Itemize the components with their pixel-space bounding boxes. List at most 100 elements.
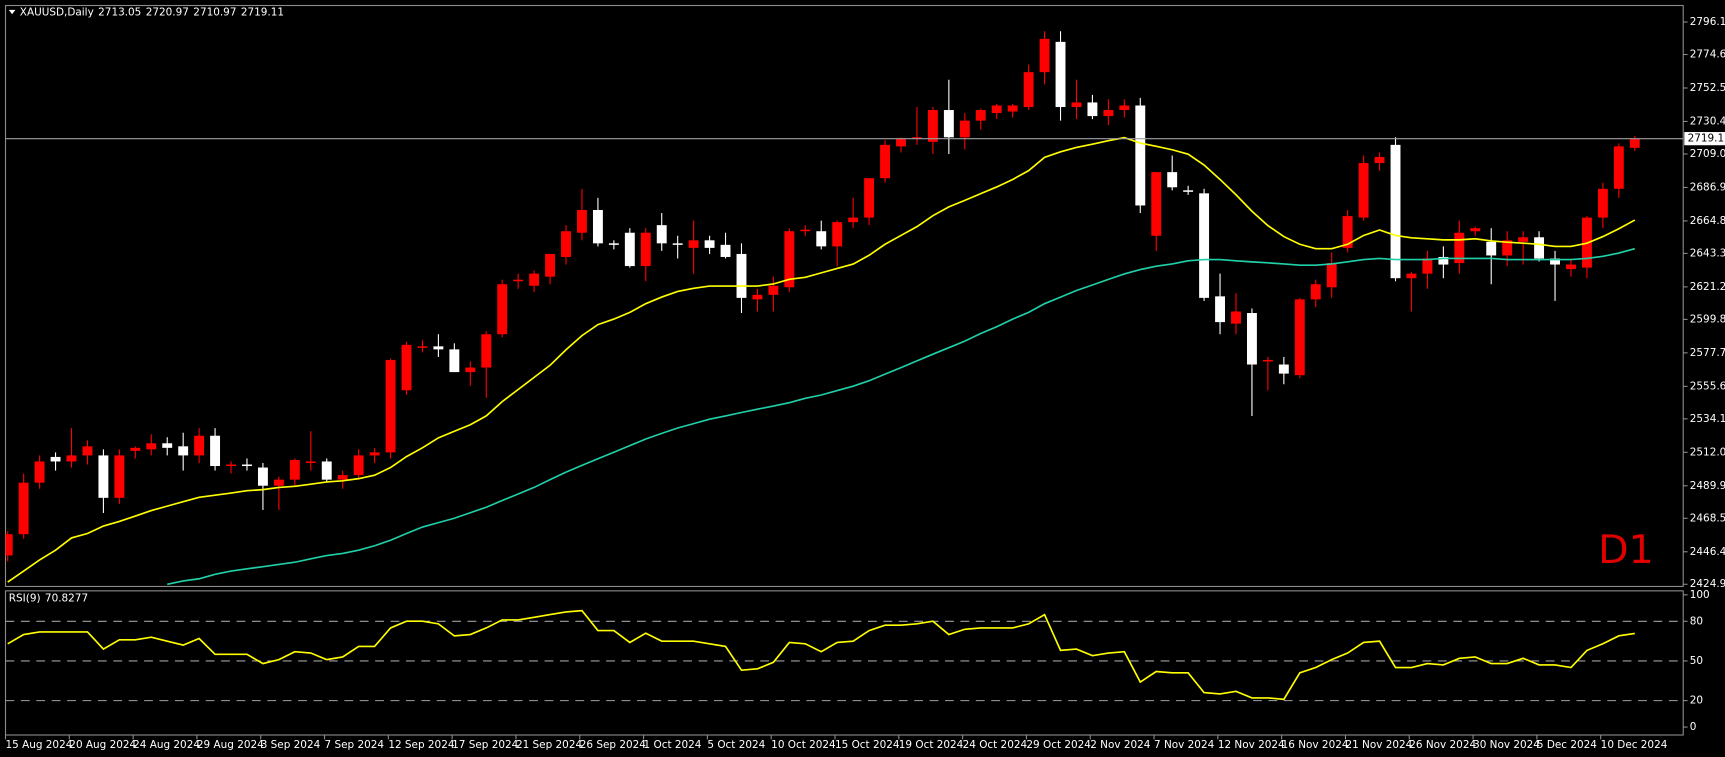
x-tick-label: 26 Sep 2024 — [580, 739, 647, 751]
y-tick-label: 0 — [1690, 721, 1697, 733]
candle-body — [337, 475, 348, 480]
candle-body — [1390, 144, 1401, 279]
candle-body — [50, 456, 61, 462]
candle-body — [130, 447, 141, 451]
candle-body — [481, 334, 492, 368]
candle-body — [624, 232, 635, 267]
candle-body — [321, 461, 332, 480]
candle-body — [1613, 146, 1624, 189]
price-plot — [5, 31, 1684, 586]
candle-body — [816, 231, 827, 247]
candle-body — [688, 240, 699, 248]
rsi-header: RSI(9) 70.8277 — [9, 593, 88, 605]
candle-body — [704, 240, 715, 248]
x-tick-label: 16 Nov 2024 — [1282, 739, 1349, 751]
candle-body — [736, 253, 747, 298]
x-tick-label: 5 Dec 2024 — [1537, 739, 1597, 751]
candle-body — [353, 455, 364, 476]
candle-body — [1215, 296, 1225, 323]
candle-body — [656, 225, 667, 244]
y-tick-label: 50 — [1690, 655, 1703, 667]
candle-body — [242, 464, 252, 467]
candle-body — [1087, 102, 1098, 117]
x-tick-label: 17 Sep 2024 — [452, 739, 519, 751]
candle-body — [226, 464, 236, 467]
candle-body — [912, 137, 922, 139]
x-tick-label: 24 Oct 2024 — [963, 739, 1028, 751]
moving-average — [167, 247, 1636, 586]
current-price-label: 2719.11 — [1688, 133, 1725, 145]
candle-body — [545, 253, 556, 277]
candle-body — [1550, 258, 1560, 265]
candle-body — [1534, 237, 1545, 259]
timeframe-label: D1 — [1598, 527, 1654, 573]
x-tick-label: 5 Oct 2024 — [707, 739, 765, 751]
candle-body — [1151, 172, 1162, 236]
candle-body — [927, 110, 938, 142]
x-tick-label: 19 Oct 2024 — [899, 739, 964, 751]
x-tick-label: 10 Oct 2024 — [771, 739, 836, 751]
candle-body — [305, 461, 316, 463]
candle-body — [577, 210, 587, 233]
close-value: 2719.11 — [241, 7, 284, 19]
candle-body — [273, 479, 284, 486]
candle-body — [1406, 273, 1417, 279]
candle-body — [1199, 193, 1210, 298]
candle-body — [1566, 264, 1576, 270]
y-tick-label: 2752.55 — [1690, 82, 1725, 94]
candle-body — [513, 279, 524, 282]
candle-body — [369, 452, 380, 456]
y-tick-label: 2643.35 — [1690, 247, 1725, 259]
candle-body — [82, 446, 93, 456]
candle-body — [1023, 72, 1034, 107]
candle-body — [529, 273, 540, 286]
candle-body — [752, 294, 763, 300]
y-tick-label: 100 — [1690, 589, 1710, 601]
candle-body — [1167, 172, 1178, 188]
candle-body — [465, 367, 476, 373]
x-tick-label: 10 Dec 2024 — [1601, 739, 1668, 751]
candle-body — [1246, 313, 1257, 365]
y-tick-label: 2730.45 — [1690, 115, 1725, 127]
axes: 2796.10 2774.65 2752.55 2730.45 2709.00 2686.… — [4, 16, 1725, 751]
y-tick-label: 80 — [1690, 615, 1703, 627]
candle-body — [1438, 256, 1449, 265]
y-tick-label: 2621.25 — [1690, 281, 1725, 293]
rsi-panel — [4, 590, 1684, 736]
x-tick-label: 3 Sep 2024 — [261, 739, 321, 751]
candle-body — [880, 144, 891, 179]
current-price-box — [1684, 132, 1725, 146]
candle-body — [896, 138, 906, 147]
x-tick-label: 15 Oct 2024 — [835, 739, 900, 751]
candle-body — [1454, 232, 1465, 264]
candle-body — [114, 455, 125, 498]
candle-body — [1007, 105, 1018, 112]
candle-body — [975, 110, 986, 121]
rsi-name: RSI(9) — [9, 593, 41, 605]
candle-body — [1310, 284, 1321, 300]
candle-body — [800, 229, 811, 232]
x-tick-label: 21 Sep 2024 — [516, 739, 583, 751]
rsi-value: 70.8277 — [45, 593, 88, 605]
candle-body — [401, 344, 412, 391]
y-tick-label: 2512.05 — [1690, 446, 1725, 458]
candle-body — [864, 178, 875, 218]
x-tick-label: 7 Sep 2024 — [325, 739, 385, 751]
x-tick-label: 29 Aug 2024 — [197, 739, 264, 751]
candle-body — [640, 232, 651, 267]
candle-body — [1183, 190, 1194, 192]
y-tick-label: 2686.90 — [1690, 181, 1725, 193]
open-value: 2713.05 — [98, 7, 141, 19]
rsi-plot — [5, 609, 1684, 702]
y-tick-label: 20 — [1690, 695, 1703, 707]
x-tick-label: 1 Oct 2024 — [644, 739, 702, 751]
candle-body — [959, 120, 970, 138]
candle-body — [289, 459, 300, 480]
y-tick-label: 2555.60 — [1690, 380, 1725, 392]
y-tick-label: 2774.65 — [1690, 49, 1725, 61]
x-tick-label: 29 Oct 2024 — [1026, 739, 1091, 751]
low-value: 2710.97 — [193, 7, 236, 19]
